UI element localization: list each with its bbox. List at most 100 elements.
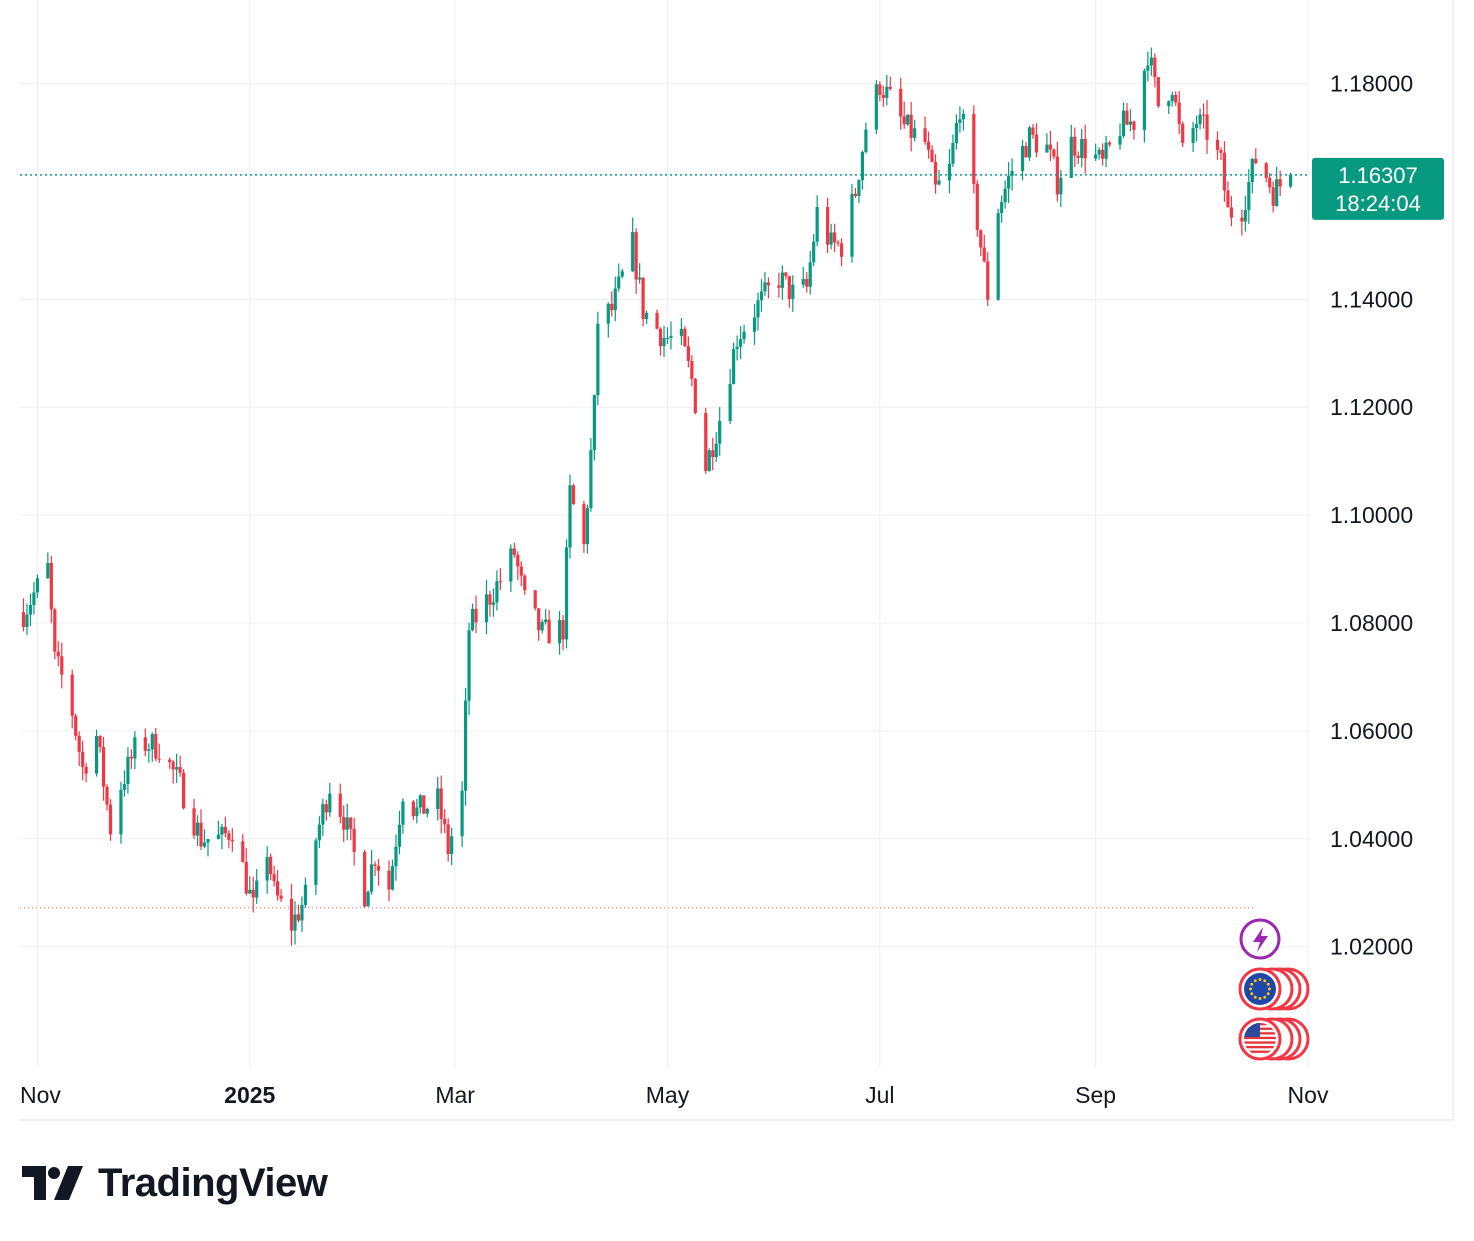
flash-icon-bolt	[1253, 927, 1268, 952]
candle	[1229, 195, 1234, 227]
candle	[808, 250, 812, 295]
candle-body	[509, 548, 513, 582]
candle	[930, 145, 934, 163]
candle	[589, 437, 593, 512]
candle	[860, 150, 865, 190]
candle-body	[585, 508, 590, 545]
candle	[669, 321, 673, 350]
candle	[986, 252, 990, 307]
candle-body	[885, 86, 889, 98]
candle	[474, 595, 478, 633]
candle	[154, 727, 158, 762]
candle	[582, 500, 586, 553]
eu-flag-star	[1250, 982, 1254, 986]
candle-body	[1222, 152, 1227, 191]
candle-body	[390, 866, 395, 890]
candle	[644, 310, 649, 324]
candle-body	[613, 288, 617, 311]
candle-body	[488, 594, 492, 605]
candle-body	[276, 881, 280, 896]
candle	[1045, 133, 1049, 153]
candle	[954, 114, 959, 150]
candle-body	[1000, 202, 1004, 214]
candle-body	[244, 862, 248, 894]
candle-body	[289, 898, 294, 931]
candle	[349, 817, 353, 841]
candle	[979, 229, 983, 257]
candle	[933, 154, 938, 194]
candle-body	[923, 128, 927, 142]
candle	[805, 272, 809, 293]
candle-body	[269, 857, 273, 875]
candle-body	[933, 161, 938, 185]
candle	[1083, 124, 1087, 174]
candle	[390, 859, 395, 891]
candle-body	[1076, 155, 1080, 158]
candle	[512, 542, 516, 558]
candle	[1153, 53, 1157, 88]
us-flag-icon	[1238, 1017, 1310, 1061]
chart-frame[interactable]: 1.18000 1.14000 1.12000 1.10000 1.08000 1.060…	[0, 0, 1474, 1130]
candle-body	[314, 840, 318, 885]
candle-body	[171, 762, 175, 770]
candle-body	[544, 619, 548, 622]
candle-body	[888, 86, 892, 89]
candle	[175, 753, 179, 783]
candle-body	[1027, 127, 1032, 158]
candle	[777, 272, 781, 298]
candle-body	[641, 277, 645, 320]
candle-body	[982, 247, 986, 262]
candle	[961, 109, 965, 131]
candle-body	[728, 383, 732, 421]
candle	[885, 75, 889, 106]
candle-body	[606, 303, 610, 324]
grid-layer	[20, 0, 1454, 1121]
candle-body	[752, 317, 757, 332]
candle	[913, 119, 917, 142]
candle-body	[397, 824, 402, 847]
candle	[401, 798, 405, 834]
candle	[220, 824, 224, 850]
candle	[206, 839, 210, 857]
candle-body	[425, 808, 429, 814]
candle-body	[1003, 188, 1007, 203]
candle-body	[101, 747, 106, 787]
candle	[1097, 147, 1101, 160]
candle-body	[1107, 142, 1112, 145]
candle	[276, 870, 280, 901]
candle	[338, 783, 342, 824]
candle-body	[634, 232, 638, 280]
candle	[815, 195, 819, 247]
candle-body	[930, 149, 934, 162]
candle-body	[568, 485, 572, 548]
candle-body	[105, 786, 109, 805]
candle-body	[251, 889, 255, 898]
tradingview-logo[interactable]: TradingView	[22, 1158, 328, 1208]
candle	[1156, 77, 1160, 109]
candle	[342, 805, 346, 843]
candle-body	[655, 312, 659, 329]
candle-body	[216, 834, 221, 840]
candle	[1271, 181, 1275, 213]
candle-body	[369, 864, 374, 892]
candle	[735, 335, 739, 361]
candle	[951, 134, 955, 168]
candle-body	[704, 413, 708, 471]
candle-body	[986, 261, 990, 300]
candle	[975, 180, 979, 237]
candle	[832, 223, 837, 253]
candle-body	[617, 276, 621, 289]
candle	[718, 407, 722, 456]
candle	[516, 551, 520, 580]
candle-body	[1142, 70, 1146, 130]
candle-body	[638, 277, 642, 280]
candle-body	[589, 450, 593, 509]
candle	[523, 573, 527, 595]
candle-body	[644, 312, 649, 320]
candle	[756, 292, 760, 331]
candle	[568, 474, 572, 559]
candle-body	[665, 337, 670, 339]
candle-body	[175, 767, 179, 770]
candle	[192, 799, 196, 840]
candlestick-chart[interactable]: 1.18000 1.14000 1.12000 1.10000 1.08000 1.060…	[0, 0, 1474, 1130]
